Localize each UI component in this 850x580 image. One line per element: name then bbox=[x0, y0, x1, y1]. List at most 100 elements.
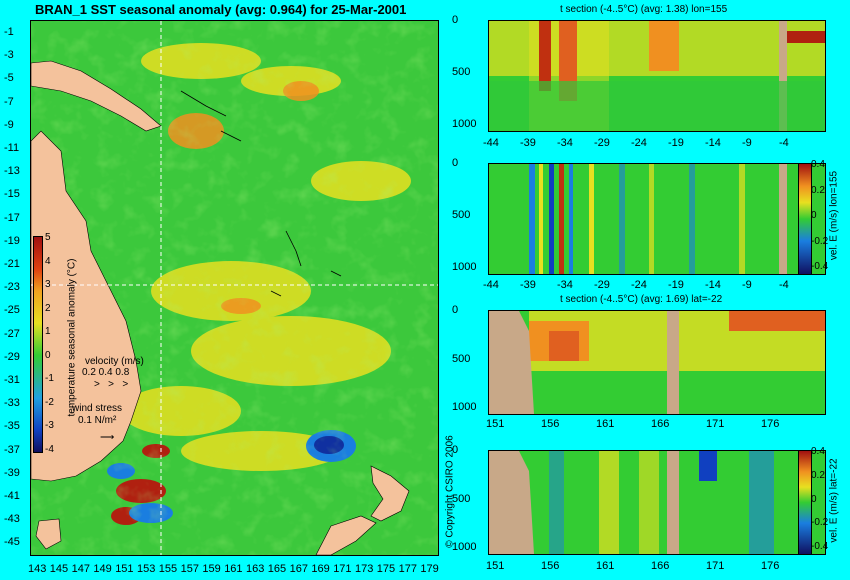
lat-tick: -9 bbox=[4, 118, 14, 131]
lon-tick: 157 bbox=[180, 563, 199, 575]
depth-tick: 1000 bbox=[452, 541, 477, 553]
lon-vel-x-tick: -9 bbox=[742, 279, 752, 291]
lat-temp-section[interactable] bbox=[488, 310, 826, 415]
lat-section-x-tick: 171 bbox=[706, 418, 725, 430]
vel-tick: 0 bbox=[811, 210, 817, 221]
sst-map-svg bbox=[31, 21, 438, 555]
lat-vel-x-tick: 171 bbox=[706, 560, 725, 572]
lat-tick: -13 bbox=[4, 165, 20, 178]
velocity-legend-label: velocity (m/s) bbox=[85, 356, 144, 367]
lat-tick: -29 bbox=[4, 350, 20, 363]
depth-tick: 500 bbox=[452, 492, 471, 505]
colorbar-tick: 4 bbox=[45, 255, 51, 267]
vel-tick: -0.2 bbox=[811, 235, 829, 247]
lon-tick: 161 bbox=[224, 563, 243, 575]
lat-tick: -25 bbox=[4, 304, 20, 317]
lat-vel-label: vel. E (m/s) lat=-22 bbox=[828, 458, 840, 543]
depth-tick: 500 bbox=[452, 209, 471, 221]
lat-tick: -5 bbox=[4, 72, 14, 85]
lat-section-x-tick: 166 bbox=[651, 418, 670, 430]
colorbar-tick: 5 bbox=[45, 232, 51, 243]
lon-tick: 165 bbox=[267, 563, 287, 575]
colorbar-tick: -1 bbox=[45, 373, 54, 384]
depth-tick: 1000 bbox=[452, 401, 477, 413]
lon-tick: 171 bbox=[333, 563, 352, 575]
lon-temp-svg bbox=[489, 21, 825, 131]
lat-section-title: t section (-4..5°C) (avg: 1.69) lat=-22 bbox=[560, 294, 723, 305]
depth-tick: 500 bbox=[452, 66, 471, 78]
lon-tick: 159 bbox=[202, 563, 221, 575]
colorbar-tick: 2 bbox=[45, 302, 51, 314]
lat-tick: -41 bbox=[4, 490, 20, 502]
lon-tick: 153 bbox=[137, 563, 156, 575]
lat-tick: -43 bbox=[4, 513, 20, 526]
colorbar-tick: 1 bbox=[45, 326, 51, 337]
depth-tick: 1000 bbox=[452, 261, 477, 273]
lon-section-x-tick: -29 bbox=[594, 137, 610, 149]
lon-vel-label: vel. E (m/s) lon=155 bbox=[828, 170, 840, 261]
lon-vel-svg bbox=[489, 164, 825, 274]
lon-vel-x-tick: -39 bbox=[520, 279, 536, 291]
vel-tick: 0.4 bbox=[811, 159, 825, 170]
lon-vel-x-tick: -34 bbox=[557, 279, 573, 291]
colorbar-tick: -4 bbox=[45, 443, 54, 455]
vel-tick: -0.4 bbox=[811, 541, 829, 552]
wind-legend-value: 0.1 N/m² bbox=[78, 415, 117, 426]
lat-vel-section[interactable] bbox=[488, 450, 826, 555]
lon-tick: 145 bbox=[49, 563, 69, 575]
lat-tick: -3 bbox=[4, 49, 14, 62]
lat-tick: -35 bbox=[4, 420, 20, 433]
colorbar-tick: 0 bbox=[45, 349, 51, 361]
lon-vel-section[interactable] bbox=[488, 163, 826, 275]
lat-vel-x-tick: 151 bbox=[486, 560, 505, 572]
lat-tick: -33 bbox=[4, 397, 20, 410]
lon-tick: 179 bbox=[420, 563, 439, 575]
lon-tick: 167 bbox=[289, 563, 308, 575]
lat-vel-x-tick: 156 bbox=[541, 560, 560, 572]
vel-tick: 0.2 bbox=[811, 184, 825, 196]
tasmania-land bbox=[35, 518, 62, 550]
vel-tick: -0.4 bbox=[811, 261, 829, 272]
vel-tick: 0.4 bbox=[811, 446, 825, 457]
velocity-legend-arrows: > > > bbox=[94, 379, 129, 390]
wind-legend-arrow: ⟶ bbox=[100, 432, 115, 443]
lon-temp-section[interactable] bbox=[488, 20, 826, 132]
lon-vel-x-tick: -14 bbox=[705, 279, 721, 291]
australia-land bbox=[31, 130, 142, 482]
lat-vel-x-tick: 161 bbox=[596, 560, 615, 572]
depth-tick: 0 bbox=[452, 304, 459, 316]
lon-section-x-tick: -24 bbox=[631, 137, 647, 149]
depth-tick: 1000 bbox=[452, 118, 477, 130]
lon-vel-x-tick: -4 bbox=[779, 279, 789, 291]
lon-tick: 177 bbox=[398, 563, 417, 575]
islands bbox=[180, 90, 342, 297]
lon-section-x-tick: -34 bbox=[557, 137, 573, 149]
lon-vel-x-tick: -19 bbox=[668, 279, 684, 291]
lon-vel-colorbar bbox=[798, 163, 812, 275]
lat-section-x-tick: 151 bbox=[486, 418, 505, 430]
lat-section-x-tick: 176 bbox=[761, 418, 780, 430]
lat-tick: -45 bbox=[4, 536, 20, 549]
lat-vel-x-tick: 166 bbox=[651, 560, 670, 572]
lon-vel-x-tick: -44 bbox=[483, 279, 499, 291]
lat-tick: -27 bbox=[4, 327, 20, 340]
lon-tick: 143 bbox=[28, 563, 47, 575]
lat-vel-colorbar bbox=[798, 450, 812, 555]
vel-tick: 0.2 bbox=[811, 469, 825, 481]
sst-map[interactable] bbox=[30, 20, 439, 556]
lon-vel-x-tick: -29 bbox=[594, 279, 610, 291]
lon-tick: 155 bbox=[158, 563, 178, 575]
lon-section-x-tick: -39 bbox=[520, 137, 536, 149]
lat-tick: -37 bbox=[4, 443, 20, 456]
colorbar bbox=[33, 236, 43, 453]
lat-tick: -31 bbox=[4, 374, 20, 386]
lon-section-title: t section (-4..5°C) (avg: 1.38) lon=155 bbox=[560, 4, 728, 15]
new-zealand-land bbox=[370, 465, 410, 522]
colorbar-tick: -2 bbox=[45, 396, 54, 408]
wind-legend-label: wind stress bbox=[72, 403, 123, 414]
lon-tick: 163 bbox=[246, 563, 265, 575]
depth-tick: 0 bbox=[452, 444, 459, 456]
lat-tick: -1 bbox=[4, 26, 14, 38]
lon-section-x-tick: -19 bbox=[668, 137, 684, 149]
new-zealand-south-land bbox=[315, 515, 377, 555]
